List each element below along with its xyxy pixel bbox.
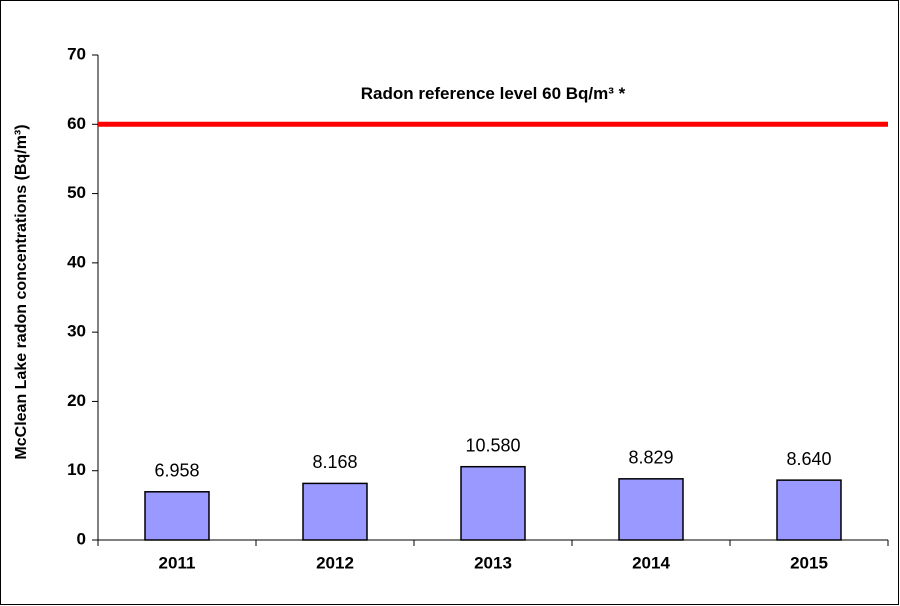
- x-tick-label: 2011: [159, 553, 196, 572]
- value-label: 10.580: [465, 435, 520, 455]
- x-tick-label: 2015: [790, 553, 828, 572]
- y-tick-label: 40: [67, 252, 86, 271]
- value-label: 8.829: [628, 448, 673, 468]
- y-tick-label: 0: [77, 529, 86, 548]
- bar: [776, 479, 842, 541]
- reference-label: Radon reference level 60 Bq/m³ *: [361, 84, 626, 103]
- y-tick-label: 60: [67, 114, 86, 133]
- value-label: 8.640: [786, 449, 831, 469]
- bar: [144, 491, 210, 541]
- y-tick-label: 70: [67, 44, 86, 63]
- y-axis-label: McClean Lake radon concentrations (Bq/m³…: [13, 124, 30, 459]
- x-tick-label: 2013: [474, 553, 512, 572]
- value-label: 8.168: [312, 452, 357, 472]
- y-tick-label: 20: [67, 391, 86, 410]
- value-label: 6.958: [154, 461, 199, 481]
- x-tick-label: 2012: [316, 553, 354, 572]
- bar: [460, 465, 526, 541]
- y-tick-label: 50: [67, 183, 86, 202]
- y-tick-label: 10: [67, 460, 86, 479]
- bar: [302, 482, 368, 541]
- y-tick-label: 30: [67, 322, 86, 341]
- bar: [618, 478, 684, 541]
- x-tick-label: 2014: [632, 553, 670, 572]
